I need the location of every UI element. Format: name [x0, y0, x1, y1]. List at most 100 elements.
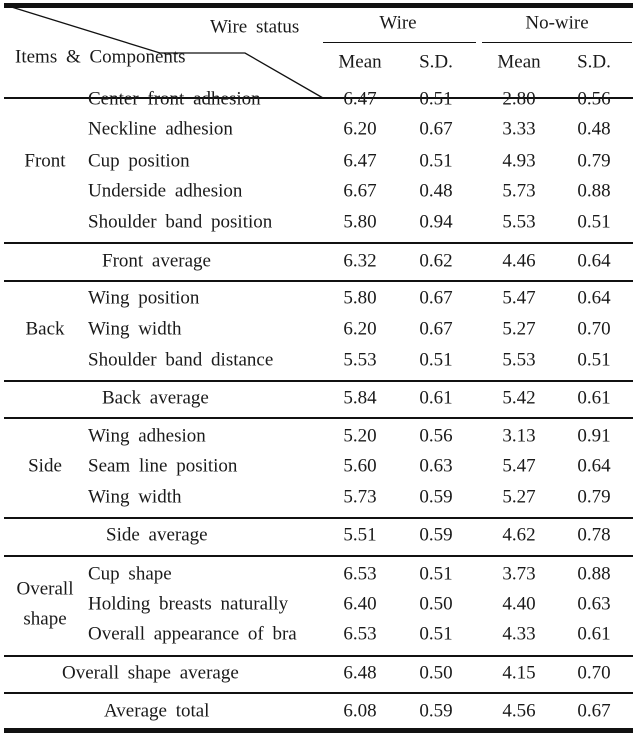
- item-label: Neckline adhesion: [88, 118, 233, 140]
- cell-wire-mean: 6.53: [343, 563, 377, 585]
- section-label: Front: [24, 150, 66, 172]
- cell-wire-mean: 5.53: [343, 349, 377, 371]
- section-rule: [4, 655, 633, 657]
- cell-wire-sd: 0.51: [419, 563, 453, 585]
- cell-wire-mean: 6.47: [343, 88, 377, 110]
- col-header-wire-sd: S.D.: [419, 51, 453, 73]
- cell-no-wire-sd: 0.63: [577, 593, 611, 615]
- cell-wire-mean: 6.53: [343, 623, 377, 645]
- section-rule: [4, 555, 633, 557]
- cell-no-wire-mean: 4.46: [502, 250, 536, 272]
- cell-no-wire-mean: 4.62: [502, 524, 536, 546]
- cell-no-wire-sd: 0.70: [577, 662, 611, 684]
- item-label: Wing width: [88, 486, 182, 508]
- cell-no-wire-sd: 0.61: [577, 387, 611, 409]
- cell-wire-sd: 0.56: [419, 425, 453, 447]
- section-average-label: Back average: [102, 387, 209, 409]
- group-header-wire: Wire: [379, 12, 417, 34]
- cell-wire-mean: 6.48: [343, 662, 377, 684]
- item-label: Wing position: [88, 287, 200, 309]
- section-average-label: Overall shape average: [62, 662, 239, 684]
- cell-wire-mean: 5.73: [343, 486, 377, 508]
- cell-no-wire-sd: 0.51: [577, 349, 611, 371]
- cell-wire-mean: 6.20: [343, 118, 377, 140]
- cell-wire-sd: 0.59: [419, 486, 453, 508]
- cell-no-wire-mean: 4.56: [502, 700, 536, 722]
- section-label: Side: [28, 455, 62, 477]
- cell-no-wire-mean: 4.93: [502, 150, 536, 172]
- cell-wire-mean: 6.32: [343, 250, 377, 272]
- cell-wire-sd: 0.51: [419, 150, 453, 172]
- col-header-no-wire-mean: Mean: [497, 51, 541, 73]
- item-label: Seam line position: [88, 455, 238, 477]
- section-average-label: Front average: [102, 250, 211, 272]
- item-label: Cup position: [88, 150, 190, 172]
- cell-no-wire-sd: 0.64: [577, 287, 611, 309]
- cell-wire-sd: 0.59: [419, 524, 453, 546]
- item-label: Center front adhesion: [88, 88, 261, 110]
- cell-wire-mean: 5.84: [343, 387, 377, 409]
- cell-wire-mean: 5.80: [343, 287, 377, 309]
- col-header-no-wire-sd: S.D.: [577, 51, 611, 73]
- cell-no-wire-mean: 4.15: [502, 662, 536, 684]
- item-label: Shoulder band distance: [88, 349, 274, 371]
- cell-wire-sd: 0.50: [419, 593, 453, 615]
- cell-no-wire-sd: 0.51: [577, 211, 611, 233]
- cell-wire-sd: 0.63: [419, 455, 453, 477]
- cell-no-wire-mean: 5.47: [502, 455, 536, 477]
- cell-wire-mean: 6.67: [343, 180, 377, 202]
- cell-no-wire-mean: 3.33: [502, 118, 536, 140]
- cell-no-wire-mean: 2.80: [502, 88, 536, 110]
- section-rule: [4, 280, 633, 282]
- cell-wire-sd: 0.67: [419, 287, 453, 309]
- cell-no-wire-sd: 0.79: [577, 486, 611, 508]
- cell-wire-mean: 5.60: [343, 455, 377, 477]
- cell-no-wire-mean: 5.42: [502, 387, 536, 409]
- header-rule: [4, 97, 633, 99]
- cell-wire-mean: 6.20: [343, 318, 377, 340]
- bottom-rule: [4, 728, 633, 733]
- cell-wire-mean: 5.80: [343, 211, 377, 233]
- item-label: Underside adhesion: [88, 180, 243, 202]
- item-label: Wing width: [88, 318, 182, 340]
- cell-wire-mean: 5.20: [343, 425, 377, 447]
- cell-no-wire-sd: 0.56: [577, 88, 611, 110]
- group-header-no-wire: No-wire: [525, 12, 589, 34]
- section-rule: [4, 692, 633, 694]
- section-rule: [4, 380, 633, 382]
- cell-no-wire-sd: 0.64: [577, 455, 611, 477]
- item-label: Cup shape: [88, 563, 172, 585]
- cell-no-wire-sd: 0.67: [577, 700, 611, 722]
- section-rule: [4, 517, 633, 519]
- cell-no-wire-mean: 5.27: [502, 486, 536, 508]
- cell-no-wire-mean: 5.47: [502, 287, 536, 309]
- cell-wire-mean: 6.08: [343, 700, 377, 722]
- cell-wire-mean: 6.40: [343, 593, 377, 615]
- cell-wire-sd: 0.50: [419, 662, 453, 684]
- cell-wire-sd: 0.51: [419, 623, 453, 645]
- cell-no-wire-mean: 5.73: [502, 180, 536, 202]
- item-label: Wing adhesion: [88, 425, 206, 447]
- cell-no-wire-sd: 0.64: [577, 250, 611, 272]
- cell-no-wire-mean: 4.33: [502, 623, 536, 645]
- col-header-wire-mean: Mean: [338, 51, 382, 73]
- cell-wire-sd: 0.62: [419, 250, 453, 272]
- cell-no-wire-sd: 0.79: [577, 150, 611, 172]
- cell-no-wire-sd: 0.88: [577, 563, 611, 585]
- cell-no-wire-sd: 0.88: [577, 180, 611, 202]
- section-rule: [4, 417, 633, 419]
- item-label: Shoulder band position: [88, 211, 273, 233]
- section-rule: [4, 242, 633, 244]
- cell-wire-sd: 0.94: [419, 211, 453, 233]
- cell-wire-sd: 0.61: [419, 387, 453, 409]
- average-total-label: Average total: [104, 700, 210, 722]
- no-wire-underline: [482, 42, 632, 44]
- section-label: shape: [23, 608, 67, 630]
- cell-wire-sd: 0.51: [419, 349, 453, 371]
- section-average-label: Side average: [106, 524, 208, 546]
- diagonal-header-line: [4, 4, 324, 99]
- cell-no-wire-mean: 5.53: [502, 349, 536, 371]
- cell-no-wire-mean: 3.73: [502, 563, 536, 585]
- corner-bottom-label: Items & Components: [15, 46, 186, 68]
- item-label: Overall appearance of bra: [88, 623, 297, 645]
